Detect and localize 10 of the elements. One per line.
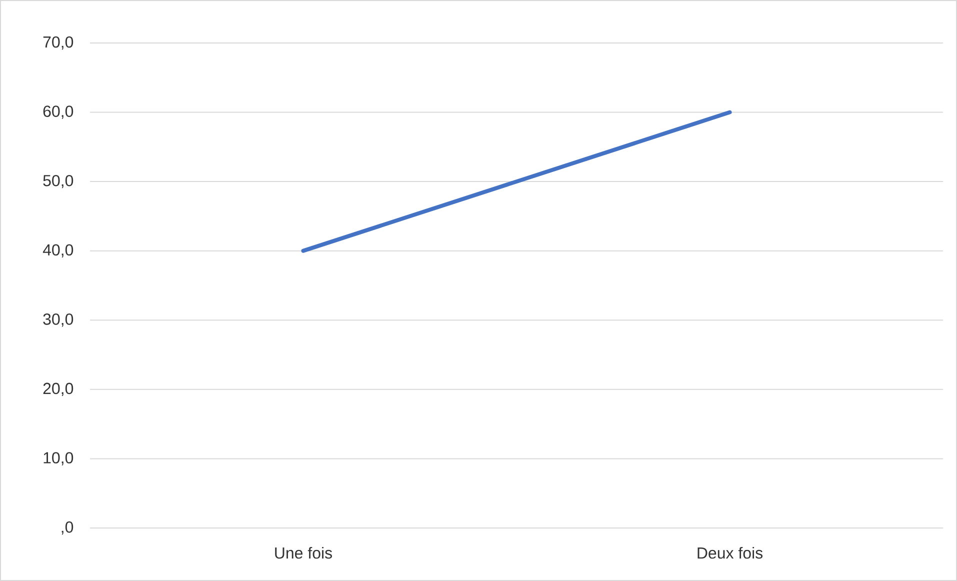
y-tick-label: 20,0 (43, 382, 74, 396)
y-tick-label: 30,0 (43, 314, 74, 327)
x-tick-label: Une fois (275, 546, 332, 559)
y-tick-label: 40,0 (42, 244, 74, 258)
x-tick-label: Deux fois (698, 546, 763, 559)
y-tick-label: ,0 (62, 521, 74, 535)
y-tick-label: 50,0 (43, 174, 74, 188)
y-tick-label: 10,0 (44, 452, 74, 466)
y-tick-label: 70,0 (43, 36, 74, 50)
y-tick-label: 60,0 (43, 106, 74, 119)
